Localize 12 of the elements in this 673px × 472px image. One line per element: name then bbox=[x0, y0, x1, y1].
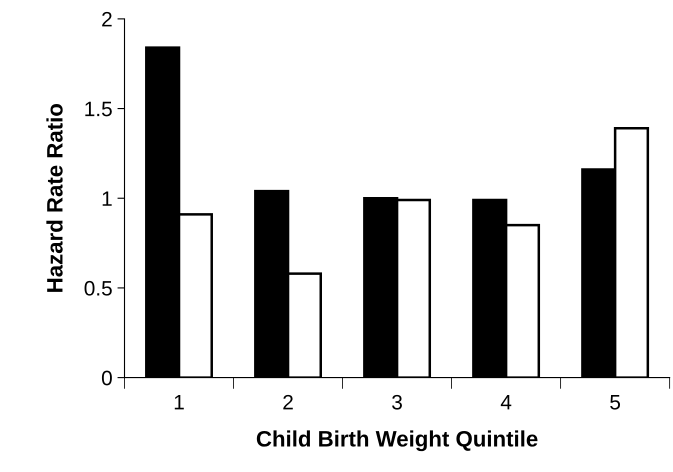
y-tick-label: 0 bbox=[102, 370, 112, 386]
x-tick-label: 4 bbox=[500, 395, 512, 410]
x-tick-label: 5 bbox=[610, 395, 620, 410]
x-axis-title: Child Birth Weight Quintile bbox=[256, 430, 538, 452]
x-tick-label: 2 bbox=[283, 394, 293, 410]
y-tick-label: 0.5 bbox=[84, 280, 112, 296]
y-tick-label: 1 bbox=[102, 191, 112, 206]
y-axis-title: Hazard Rate Ratio bbox=[46, 104, 63, 292]
y-tick-label: 2 bbox=[102, 12, 112, 26]
x-tick-label: 1 bbox=[174, 395, 184, 410]
x-tick-label: 3 bbox=[392, 394, 402, 410]
y-tick-label: 1.5 bbox=[85, 102, 112, 116]
